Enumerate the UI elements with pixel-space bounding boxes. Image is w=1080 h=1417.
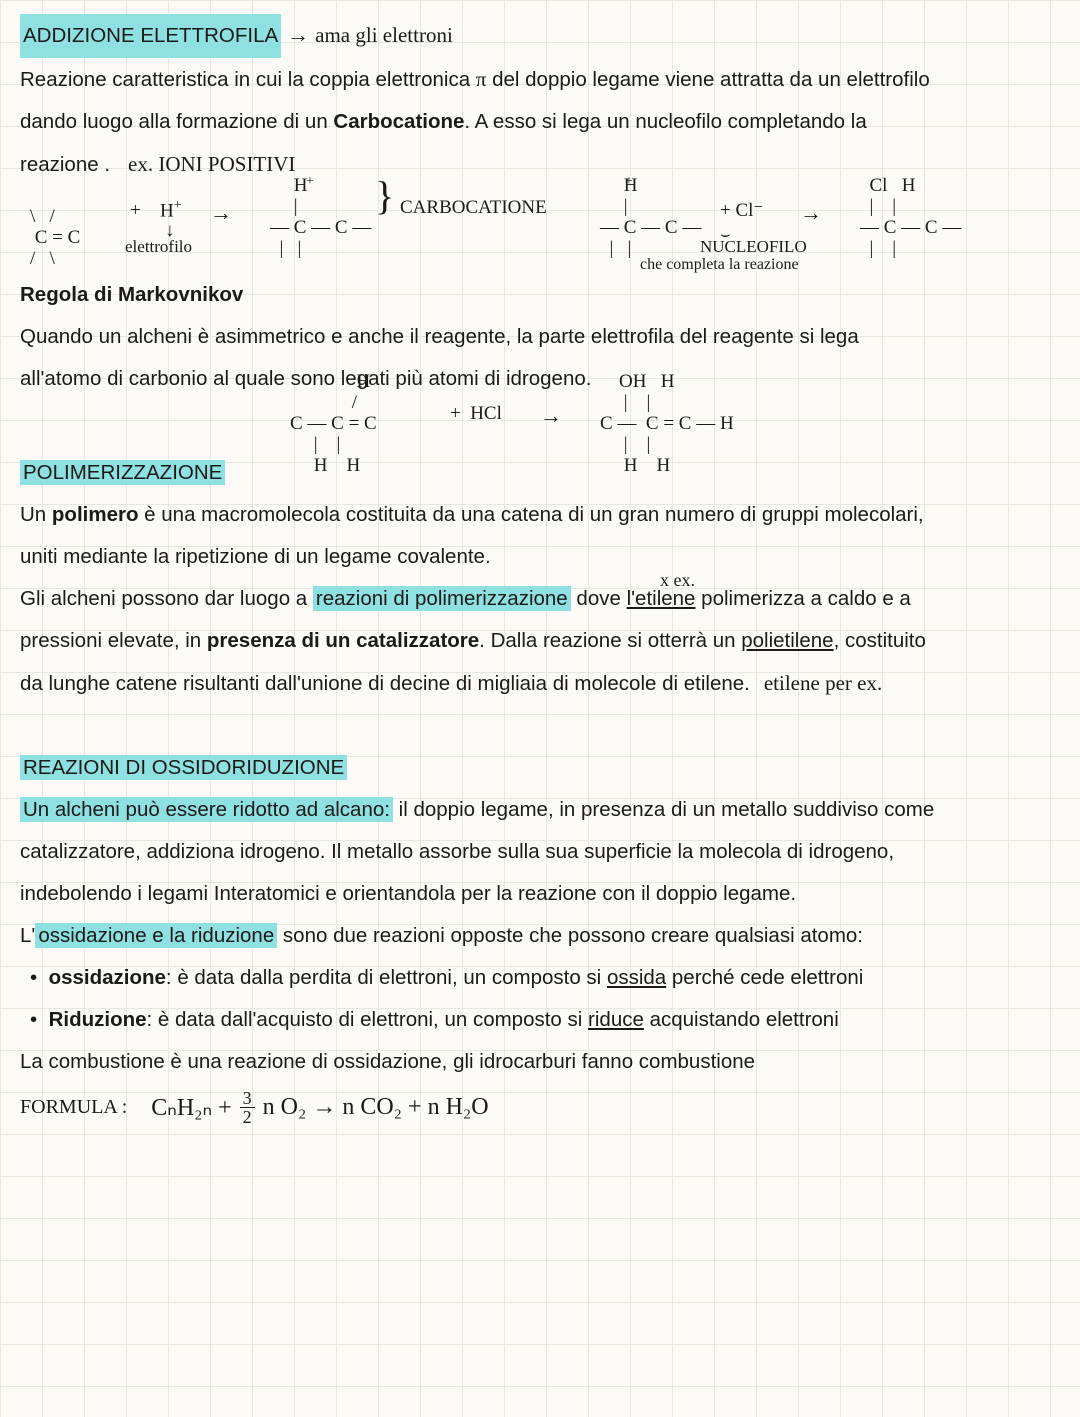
paragraph-4d: L'ossidazione e la riduzione sono due re… xyxy=(20,915,1060,957)
paragraph-3a: Un polimero è una macromolecola costitui… xyxy=(20,494,1060,536)
arrow-icon: → xyxy=(287,22,309,48)
paragraph-4c: indebolendo i legami Interatomici e orie… xyxy=(20,873,1060,915)
combustion-formula: FORMULA : CₙH₂ₙ + 3 2 n O₂ → n CO₂ + n H… xyxy=(20,1089,1060,1126)
diagram-markovnikov: H / C — C = C | | H H + HCl → OH H | | C… xyxy=(20,366,1060,456)
paragraph-3c: Gli alcheni possono dar luogo a reazioni… xyxy=(20,578,1060,620)
diagram-electrophilic-addition: \ / C = C / \ + H+ ↓ elettrofilo → H | —… xyxy=(20,156,1060,266)
heading-polimerizzazione: POLIMERIZZAZIONE xyxy=(20,452,1060,494)
heading-note: ama gli elettroni xyxy=(315,23,453,48)
heading-ossidoriduzione: REAZIONI DI OSSIDORIDUZIONE xyxy=(20,747,1060,789)
paragraph-2a: Quando un alcheni è asimmetrico e anche … xyxy=(20,316,1060,358)
paragraph-3d: pressioni elevate, in presenza di un cat… xyxy=(20,620,1060,662)
bullet-riduzione: • Riduzione: è data dall'acquisto di ele… xyxy=(30,999,1060,1041)
paragraph-4e: La combustione è una reazione di ossidaz… xyxy=(20,1041,1060,1083)
paragraph-3e: da lunghe catene risultanti dall'unione … xyxy=(20,662,1060,705)
heading-addizione: ADDIZIONE ELETTROFILA → ama gli elettron… xyxy=(20,14,1060,58)
paragraph-4a: Un alcheni può essere ridotto ad alcano:… xyxy=(20,789,1060,831)
paragraph-1: Reazione caratteristica in cui la coppia… xyxy=(20,58,1060,101)
note-x-ex: x ex. xyxy=(660,570,695,591)
heading-markovnikov: Regola di Markovnikov xyxy=(20,274,1060,316)
paragraph-1b: dando luogo alla formazione di un Carboc… xyxy=(20,101,1060,143)
heading-text: ADDIZIONE ELETTROFILA xyxy=(20,14,281,58)
bullet-ossidazione: • ossidazione: è data dalla perdita di e… xyxy=(30,957,1060,999)
paragraph-3b: uniti mediante la ripetizione di un lega… xyxy=(20,536,1060,578)
paragraph-4b: catalizzatore, addiziona idrogeno. Il me… xyxy=(20,831,1060,873)
